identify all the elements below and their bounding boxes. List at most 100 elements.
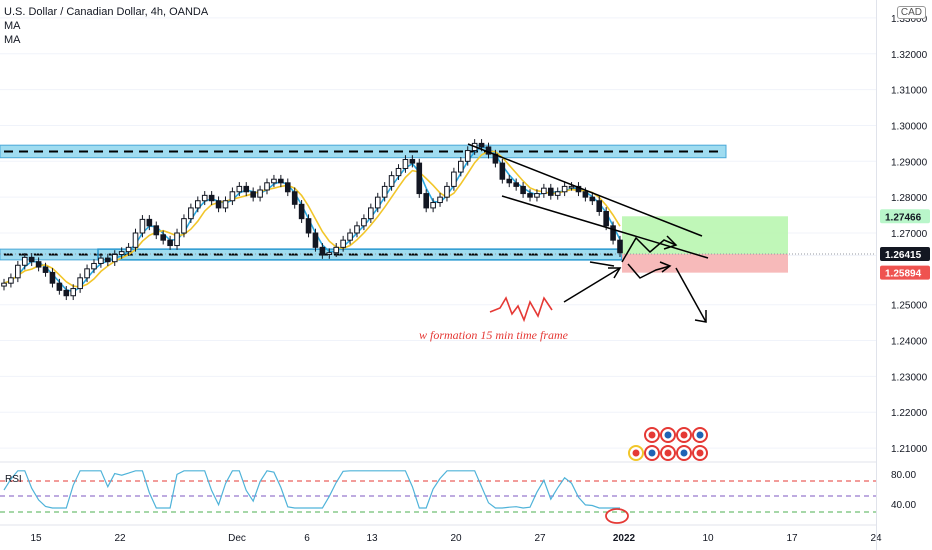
time-tick-label: 20 [450,533,462,544]
candle-body [194,200,201,209]
price-badge-label: 1.25894 [885,269,922,280]
candle-body [229,191,236,202]
candle-body [506,178,513,184]
candle-body [409,159,416,164]
candle-body [284,182,291,193]
candle-body [132,232,139,248]
time-tick-label: 13 [366,533,378,544]
event-flag-icon-center [664,431,672,439]
candle-body [257,189,263,198]
candle-body [534,193,540,198]
candle-body [388,175,395,187]
time-tick-label: 22 [114,533,126,544]
candle-body [395,167,402,177]
candle-body [201,194,208,202]
candle-body [374,196,381,209]
arrow-head-flat [659,261,672,273]
candle-body [42,266,49,273]
time-tick-label: 10 [702,533,714,544]
candle-body [596,200,603,212]
event-flag-icon-center [664,449,672,457]
chart-title: U.S. Dollar / Canadian Dollar, 4h, OANDA [4,6,209,18]
time-tick-label: 6 [304,533,310,544]
candle-body [139,218,146,234]
time-axis: 1522Dec61320272022101724 [0,524,882,544]
rsi-level-label: 80.00 [891,470,916,481]
price-tick-label: 1.28000 [891,193,928,204]
candles [1,139,623,301]
candle-body [568,185,575,189]
candle-body [174,232,180,247]
price-tick-label: 1.25000 [891,301,928,312]
candle-body [208,194,215,202]
candle-body [28,256,35,263]
candle-body [278,178,284,184]
arrow-head-up [663,235,678,250]
candle-body [354,225,360,234]
candle-body [146,218,153,227]
resistance-zone [0,144,727,159]
candle-body [243,185,250,193]
candle-body [361,218,367,227]
price-axis: 1.33000 1.32000 1.31000 1.30000 1.29000 1.280… [880,14,930,455]
price-zones [0,144,876,273]
candle-body [70,288,77,297]
price-tick-label: 1.32000 [891,50,928,61]
w-formation-sketch [489,296,553,323]
candle-body [312,232,319,248]
candle-body [430,202,436,209]
candle-body [499,162,506,180]
pointer-arrow-2 [589,261,615,267]
rsi-level-label: 40.00 [891,500,916,511]
price-tick-label: 1.33000 [891,14,928,25]
candle-body [478,142,485,148]
event-flag-icon-center [680,449,688,457]
candle-body [250,191,256,198]
event-flag-icon-center [680,431,688,439]
event-flag-icon-center [696,449,704,457]
candle-body [8,277,14,284]
candle-body [603,210,609,227]
rsi-pane: 80.00 40.00 [0,461,916,524]
rsi-label[interactable]: RSI [5,474,22,485]
candle-body [381,185,388,198]
candle-body [298,203,305,220]
time-tick-label: 15 [30,533,42,544]
candle-body [561,185,568,193]
currency-badge[interactable]: CAD [896,6,926,19]
price-badge-label: 1.26415 [885,250,922,261]
candle-body [15,264,21,279]
price-tick-label: 1.27000 [891,229,928,240]
indicator-label-ma-2[interactable]: MA [4,34,21,46]
candle-body [222,200,229,209]
candle-body [319,246,326,256]
candle-body [160,234,166,241]
axis-separator [876,0,877,550]
price-tick-label: 1.23000 [891,372,928,383]
candle-body [77,277,83,290]
candle-body [520,185,526,195]
candle-body [125,246,132,253]
pointer-arrow-1-head [608,267,622,279]
channel-upper-line [467,143,703,237]
rsi-oversold-circle [605,508,629,524]
indicator-label-ma-1[interactable]: MA [4,20,21,32]
candle-body [416,162,423,195]
event-flag-icon-center [696,431,704,439]
candle-body [554,191,561,196]
candle-body [105,257,111,263]
price-badge [880,246,930,261]
candle-body [451,171,457,187]
candle-body [63,289,70,297]
candle-body [84,268,90,279]
candle-body [458,160,464,173]
candle-body [305,218,312,234]
candle-body [340,239,346,248]
price-tick-label: 1.22000 [891,408,928,419]
economic-event-icons [628,427,708,461]
time-tick-label: 27 [534,533,546,544]
price-tick-label: 1.29000 [891,157,928,168]
rsi-line [3,470,620,509]
arrow-head-down [694,310,707,323]
